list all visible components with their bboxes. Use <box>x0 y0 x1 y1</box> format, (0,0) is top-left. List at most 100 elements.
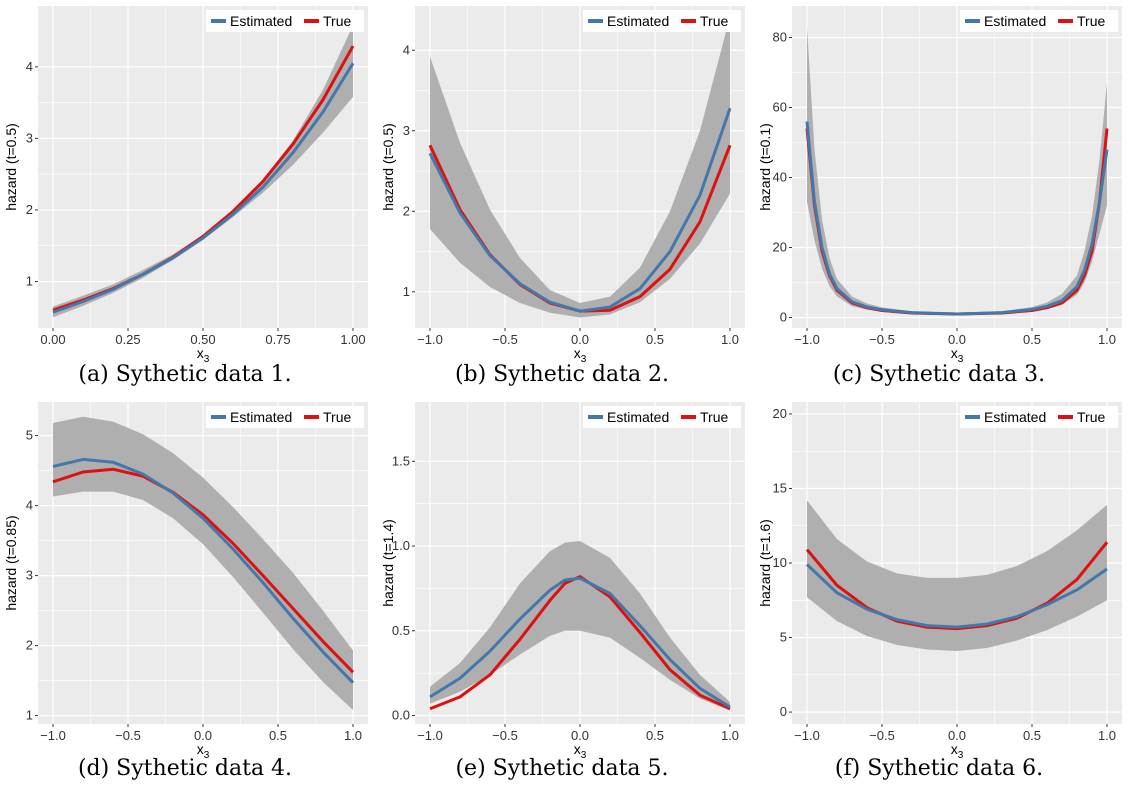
x-axis-label-subscript: 3 <box>581 750 587 761</box>
y-axis-label: hazard (t=0.5) <box>380 123 396 211</box>
y-tick-label: 2 <box>403 203 410 218</box>
legend-label-true: True <box>323 409 351 425</box>
y-tick-label: 40 <box>773 170 787 185</box>
legend-box <box>960 406 1118 428</box>
x-tick-label: −1.0 <box>417 728 443 743</box>
x-axis-label-subscript: 3 <box>581 354 587 365</box>
x-axis-label-main: x <box>197 741 204 757</box>
y-tick-label: 20 <box>773 240 787 255</box>
chart-panel-b: −1.0 −0.5 0.0 0.5 1.0 1 2 3 4 x3 hazard (t=0.5) Est… <box>377 0 752 396</box>
y-tick-label: 0.0 <box>392 708 410 723</box>
chart-panel-c: −1.0 −0.5 0.0 0.5 1.0 0 20 40 60 80 x3 hazard (t=0.… <box>754 0 1129 396</box>
y-tick-label: 2 <box>26 638 33 653</box>
chart-svg-f: −1.0 −0.5 0.0 0.5 1.0 0 5 10 15 20 x3 hazard (t=1.6… <box>757 402 1122 761</box>
x-tick-label: 1.0 <box>1098 728 1116 743</box>
confidence-band <box>53 416 353 710</box>
series-line-estimated <box>429 576 731 709</box>
legend-box <box>960 10 1118 32</box>
y-tick-label: 1 <box>403 284 410 299</box>
legend-box <box>206 406 364 428</box>
chart-panel-d: −1.0 −0.5 0.0 0.5 1.0 1 2 3 4 5 x3 hazard (t=0.85) E… <box>0 396 375 792</box>
x-tick-label: 0.25 <box>115 332 140 347</box>
y-tick-label: 80 <box>773 30 787 45</box>
legend-label-true: True <box>323 13 351 29</box>
x-axis-label: x3 <box>197 345 210 365</box>
y-tick-label: 20 <box>773 406 787 421</box>
x-tick-label: −0.5 <box>869 728 895 743</box>
x-axis-label-main: x <box>951 345 958 361</box>
x-tick-label: −0.5 <box>492 728 518 743</box>
x-axis-label: x3 <box>197 741 210 761</box>
caption-b: (b) Sythetic data 2. <box>454 362 670 387</box>
x-axis-label: x3 <box>574 741 587 761</box>
x-tick-label: −1.0 <box>794 332 820 347</box>
legend-box <box>206 10 364 32</box>
legend-label-estimated: Estimated <box>607 13 669 29</box>
series-line-estimated <box>52 62 355 314</box>
legend-box <box>583 10 741 32</box>
x-tick-label: 0.0 <box>948 332 966 347</box>
x-axis-label-subscript: 3 <box>958 750 964 761</box>
legend-box <box>583 406 741 428</box>
chart-panel-a: 0.00 0.25 0.50 0.75 1.00 1 2 3 4 x3 hazard (t=0.5)… <box>0 0 375 396</box>
x-axis-label-subscript: 3 <box>204 354 210 365</box>
y-tick-label: 5 <box>26 428 33 443</box>
x-tick-label: 0.5 <box>1023 728 1041 743</box>
x-axis-label-main: x <box>951 741 958 757</box>
x-tick-label: 0.5 <box>646 728 664 743</box>
y-tick-label: 1 <box>26 273 33 288</box>
y-tick-label: 1.5 <box>392 453 410 468</box>
x-tick-label: 0.50 <box>190 332 215 347</box>
x-tick-label: −1.0 <box>40 728 66 743</box>
y-tick-label: 1.0 <box>392 538 410 553</box>
x-tick-label: 1.00 <box>340 332 365 347</box>
series-line-estimated <box>805 121 1109 316</box>
x-axis-label-subscript: 3 <box>958 354 964 365</box>
legend-label-estimated: Estimated <box>984 409 1046 425</box>
x-tick-label: 0.75 <box>265 332 290 347</box>
y-tick-label: 10 <box>773 555 787 570</box>
x-tick-label: 0.0 <box>571 332 589 347</box>
x-tick-label: 0.5 <box>269 728 287 743</box>
y-axis-label: hazard (t=0.85) <box>3 515 19 610</box>
y-tick-label: 2 <box>26 202 33 217</box>
legend-label-estimated: Estimated <box>984 13 1046 29</box>
caption-f: (f) Sythetic data 6. <box>834 756 1044 781</box>
x-axis-label-main: x <box>574 345 581 361</box>
x-tick-label: 0.5 <box>1023 332 1041 347</box>
y-tick-label: 0.5 <box>392 623 410 638</box>
y-tick-label: 15 <box>773 480 787 495</box>
legend-label-true: True <box>700 409 728 425</box>
y-tick-label: 3 <box>26 568 33 583</box>
y-tick-label: 4 <box>26 59 33 74</box>
x-tick-label: 0.0 <box>194 728 212 743</box>
chart-svg-c: −1.0 −0.5 0.0 0.5 1.0 0 20 40 60 80 x3 hazard (t=0.… <box>757 6 1122 365</box>
y-tick-label: 5 <box>780 630 787 645</box>
x-tick-label: 0.0 <box>571 728 589 743</box>
x-axis-label-main: x <box>574 741 581 757</box>
legend-label-true: True <box>1077 409 1105 425</box>
legend-label-estimated: Estimated <box>607 409 669 425</box>
x-tick-label: 1.0 <box>344 728 362 743</box>
caption-a: (a) Sythetic data 1. <box>78 362 292 387</box>
x-tick-label: 1.0 <box>721 332 739 347</box>
x-tick-label: 0.0 <box>948 728 966 743</box>
legend-label-true: True <box>1077 13 1105 29</box>
x-tick-label: 1.0 <box>1098 332 1116 347</box>
x-axis-label-main: x <box>197 345 204 361</box>
x-tick-label: −0.5 <box>869 332 895 347</box>
y-tick-label: 4 <box>403 42 410 57</box>
caption-c: (c) Sythetic data 3. <box>832 362 1046 387</box>
x-tick-label: 0.00 <box>40 332 65 347</box>
y-tick-label: 3 <box>26 130 33 145</box>
series-line-estimated <box>428 107 732 313</box>
legend-label-estimated: Estimated <box>230 409 292 425</box>
series-line-estimated <box>805 563 1108 629</box>
x-tick-label: 1.0 <box>721 728 739 743</box>
x-tick-label: −0.5 <box>492 332 518 347</box>
x-axis-label: x3 <box>574 345 587 365</box>
x-tick-label: −1.0 <box>794 728 820 743</box>
